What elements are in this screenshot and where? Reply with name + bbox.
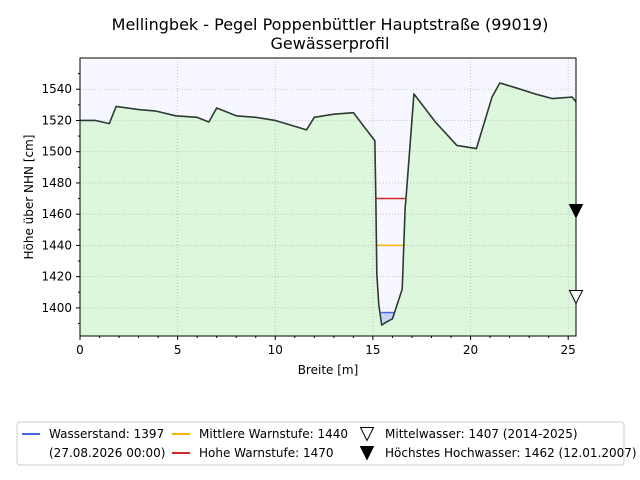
y-tick-label: 1540	[41, 82, 72, 96]
y-tick-label: 1460	[41, 207, 72, 221]
x-tick-label: 5	[174, 343, 182, 357]
ground-area	[80, 82, 576, 336]
legend-swatch-triangle	[359, 427, 375, 442]
plot-area: 0 5 10 15 20 25140014201440146014801500152015…	[41, 57, 584, 357]
legend-box	[16, 421, 625, 466]
legend-label: Hohe Warnstufe: 1470	[199, 446, 334, 460]
legend-label: Wasserstand: 1397	[49, 427, 164, 441]
chart-subtitle: Gewässerprofil	[271, 34, 390, 53]
y-tick-label: 1520	[41, 113, 72, 127]
y-tick-label: 1480	[41, 176, 72, 190]
y-tick-label: 1500	[41, 145, 72, 159]
hoechstes-hochwasser-marker	[568, 204, 584, 219]
legend-label: Mittlere Warnstufe: 1440	[199, 427, 348, 441]
plot-clipped-group	[80, 58, 576, 336]
chart-title: Mellingbek - Pegel Poppenbüttler Hauptst…	[112, 15, 549, 34]
y-axis-label: Höhe über NHN [cm]	[22, 135, 36, 260]
x-tick-label: 10	[268, 343, 283, 357]
mittelwasser-marker	[568, 289, 584, 305]
water-body	[380, 312, 395, 324]
plot-frame	[79, 57, 577, 337]
y-tick-label: 1440	[41, 238, 72, 252]
legend: Wasserstand: 1397 (27.08.2026 00:00) Mittl…	[16, 421, 637, 466]
profile-line	[80, 82, 576, 326]
y-tick-label: 1400	[41, 301, 72, 315]
x-axis-label: Breite [m]	[298, 363, 359, 377]
legend-sublabel: (27.08.2026 00:00)	[49, 446, 165, 460]
x-tick-label: 15	[365, 343, 380, 357]
x-tick-label: 25	[561, 343, 576, 357]
legend-label: Höchstes Hochwasser: 1462 (12.01.2007)	[385, 446, 637, 460]
x-tick-label: 20	[463, 343, 478, 357]
legend-swatch-triangle	[359, 446, 375, 461]
y-tick-label: 1420	[41, 270, 72, 284]
legend-label: Mittelwasser: 1407 (2014-2025)	[385, 427, 578, 441]
x-tick-label: 0	[76, 343, 84, 357]
